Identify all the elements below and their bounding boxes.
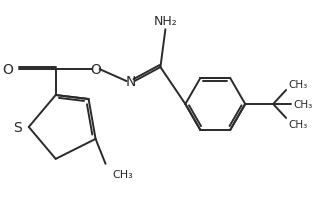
Text: NH₂: NH₂ [154,15,177,28]
Text: O: O [2,63,13,77]
Text: O: O [90,63,101,77]
Text: CH₃: CH₃ [288,119,307,129]
Text: S: S [13,120,22,134]
Text: CH₃: CH₃ [293,100,312,110]
Text: N: N [125,75,136,89]
Text: CH₃: CH₃ [288,80,307,90]
Text: CH₃: CH₃ [113,169,133,179]
